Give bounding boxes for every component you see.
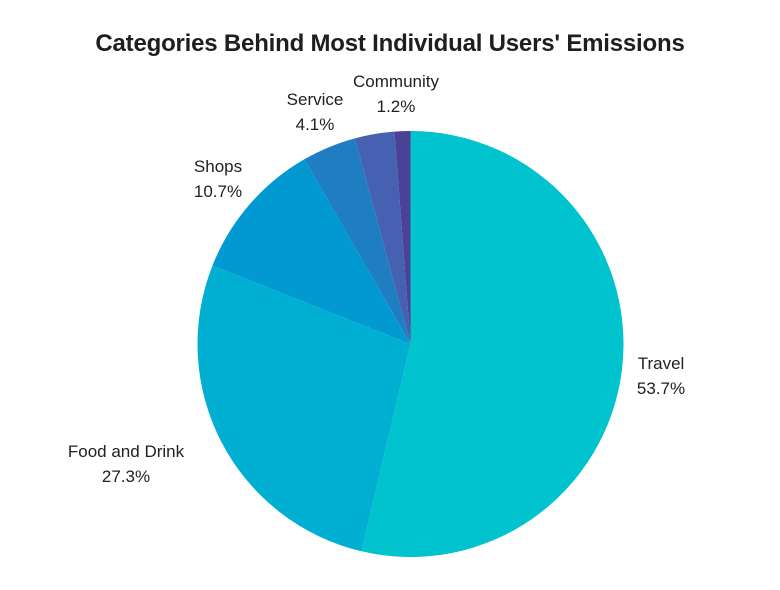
slice-label-name: Community xyxy=(353,72,439,91)
slice-label-percent: 53.7% xyxy=(636,379,686,398)
slice-label-community: Community 1.2% xyxy=(353,69,439,119)
slice-label-percent: 1.2% xyxy=(376,97,416,116)
pie-slice-travel xyxy=(361,131,624,557)
pie-slice-food-and-drink xyxy=(197,265,411,552)
pie-slice-community xyxy=(394,131,411,344)
slice-label-service: Service 4.1% xyxy=(287,87,344,137)
slice-label-shops: Shops 10.7% xyxy=(194,154,242,204)
pie-slice-shops xyxy=(212,159,411,344)
slice-label-percent: 4.1% xyxy=(295,115,335,134)
slice-label-percent: 10.7% xyxy=(193,182,243,201)
slice-label-name: Shops xyxy=(193,157,243,176)
slice-label-name: Food and Drink xyxy=(67,442,185,461)
slice-label-name: Service xyxy=(286,90,344,109)
slice-label-food-and-drink: Food and Drink 27.3% xyxy=(68,439,184,489)
chart-title: Categories Behind Most Individual Users'… xyxy=(95,30,685,57)
pie-slice-service xyxy=(304,138,411,344)
slice-label-travel: Travel 53.7% xyxy=(637,351,685,401)
slice-label-name: Travel xyxy=(637,354,685,373)
slice-label-percent: 27.3% xyxy=(101,467,151,486)
pie-slice-unlabeled xyxy=(354,131,411,344)
